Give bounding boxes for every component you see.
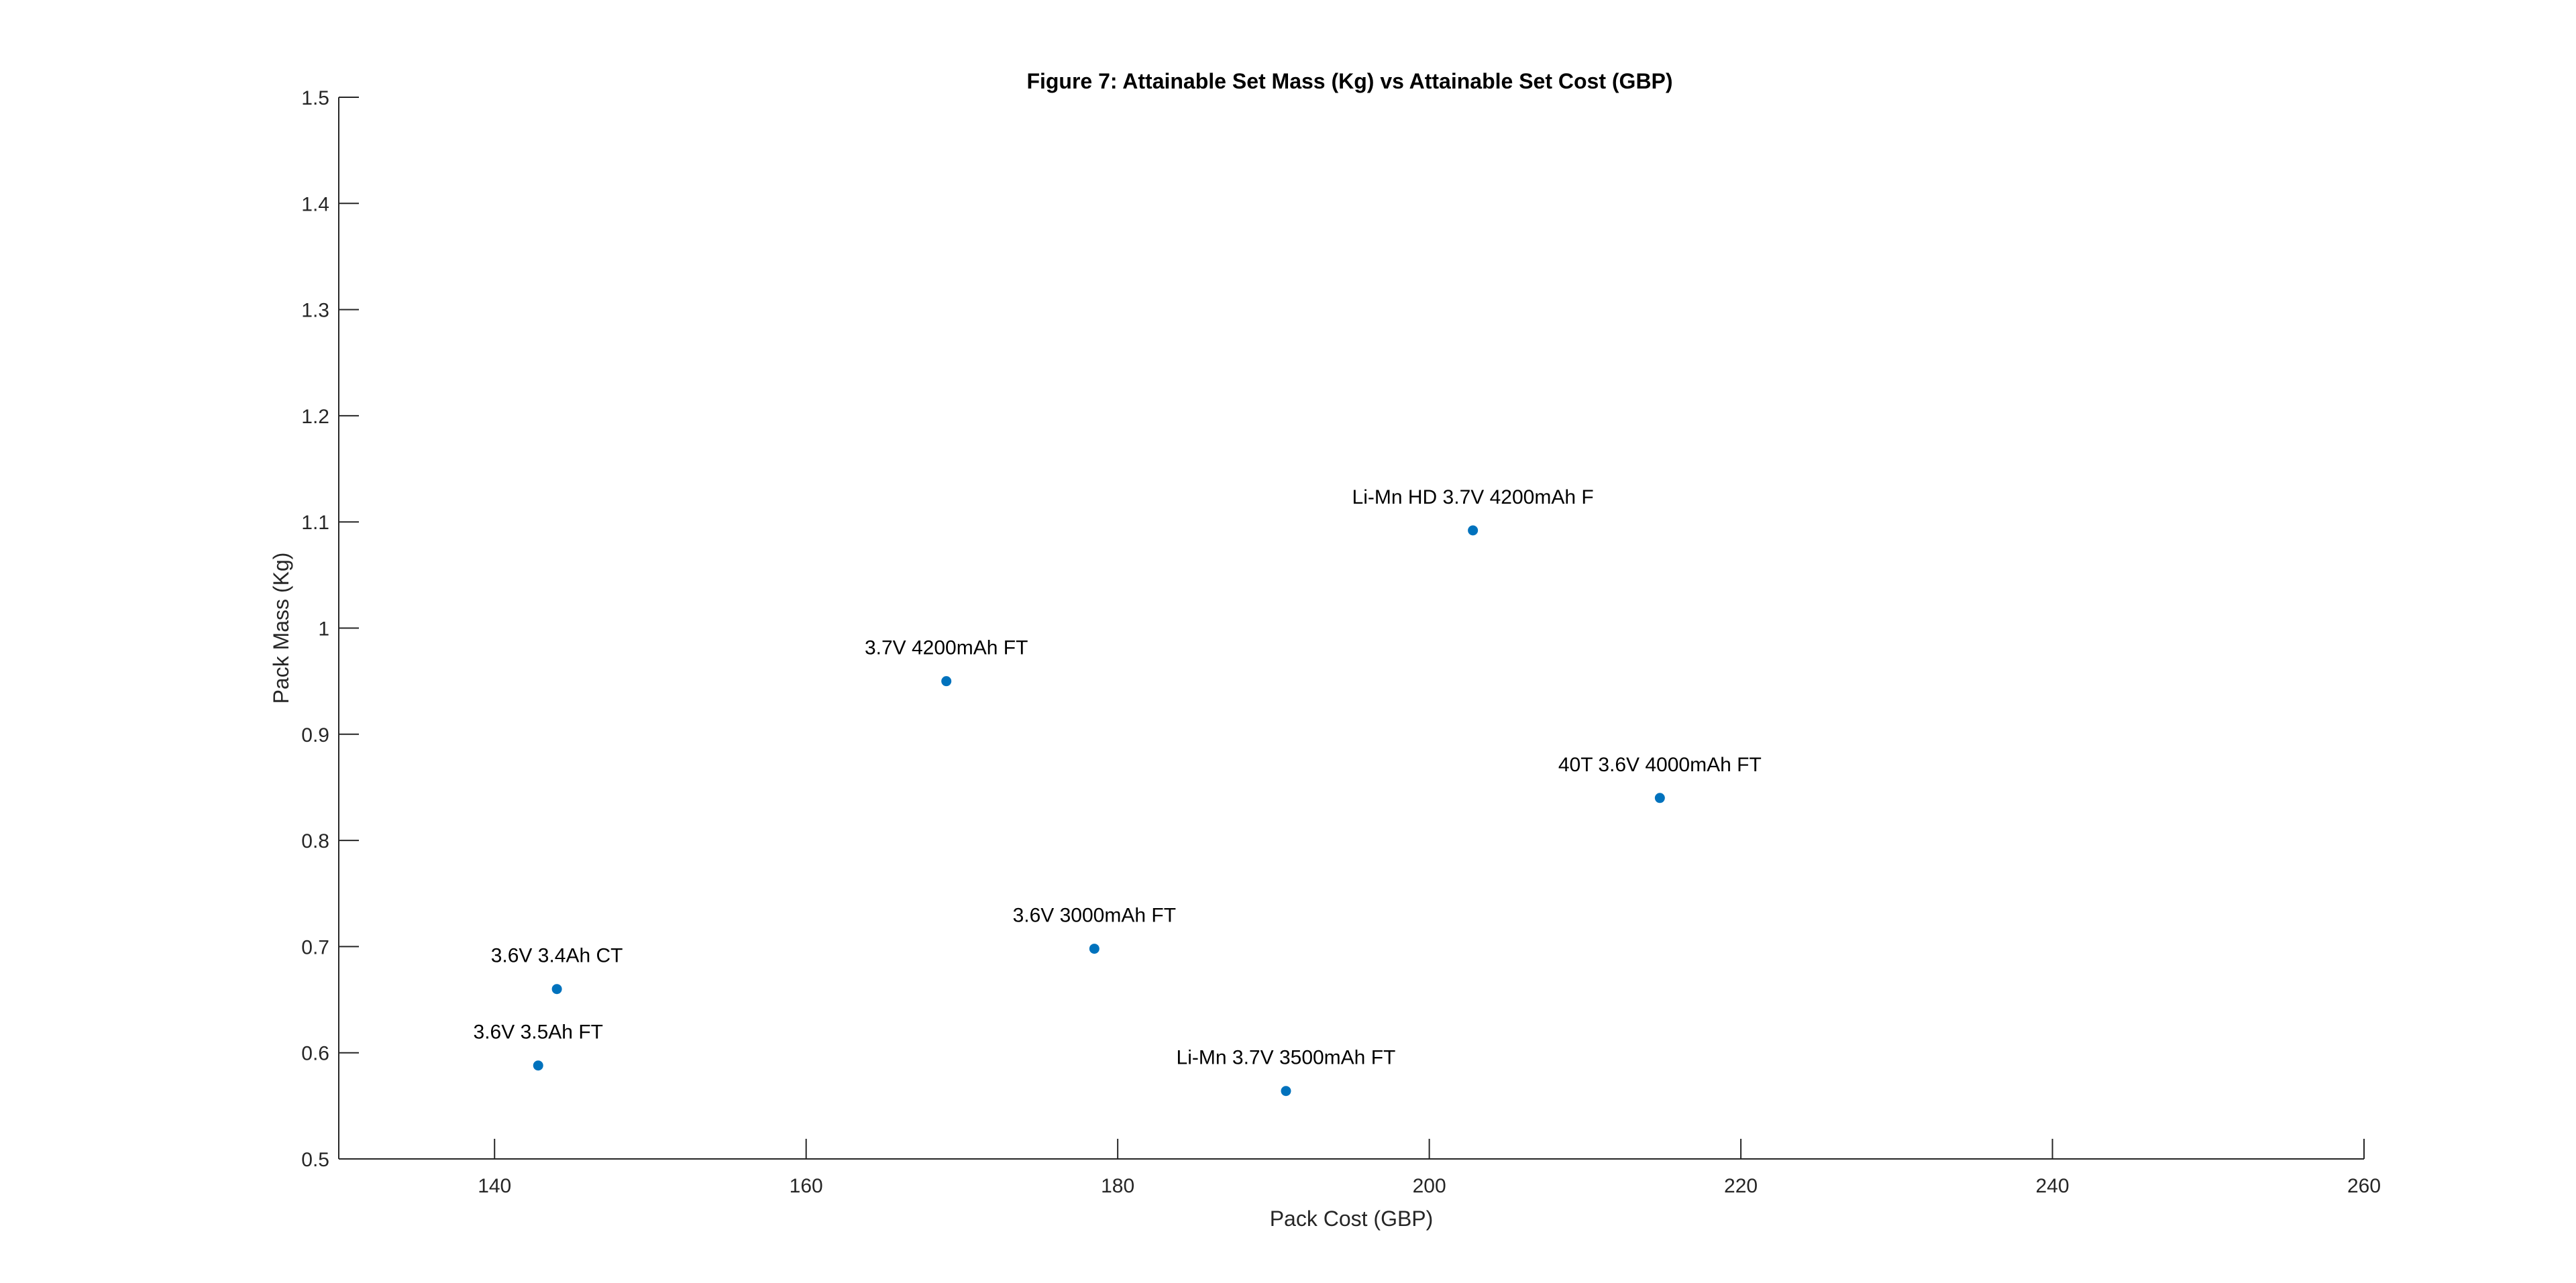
x-tick-label: 220 <box>1724 1175 1758 1197</box>
x-tick-label: 180 <box>1101 1175 1134 1197</box>
data-point-label: Li-Mn 3.7V 3500mAh FT <box>1177 1047 1396 1069</box>
data-point <box>1654 793 1665 803</box>
y-tick-label: 1.4 <box>301 193 329 215</box>
data-point <box>1089 944 1099 954</box>
x-tick-label: 260 <box>2347 1175 2381 1197</box>
x-axis-label: Pack Cost (GBP) <box>1270 1207 1434 1231</box>
y-tick-label: 0.9 <box>301 724 329 746</box>
data-point-label: 3.6V 3.4Ah CT <box>491 945 623 967</box>
y-tick-label: 1.1 <box>301 512 329 534</box>
data-point <box>533 1060 543 1071</box>
x-axis-ticks: 140 160 180 200 220 240 260 <box>478 1139 2381 1197</box>
y-axis-ticks: 0.5 0.6 0.7 0.8 0.9 1 1.1 1.2 1.3 1.4 1.5 <box>301 87 359 1171</box>
y-tick-label: 0.7 <box>301 936 329 958</box>
data-point-label: 3.6V 3.5Ah FT <box>474 1021 603 1044</box>
x-tick-label: 240 <box>2036 1175 2070 1197</box>
data-point <box>1281 1086 1291 1097</box>
data-point <box>941 676 952 687</box>
y-tick-label: 1.5 <box>301 87 329 109</box>
data-point-label: 3.6V 3000mAh FT <box>1013 905 1176 927</box>
data-points: 3.6V 3.5Ah FT 3.6V 3.4Ah CT 3.7V 4200mAh F… <box>474 486 1762 1097</box>
x-tick-label: 200 <box>1413 1175 1446 1197</box>
x-tick-label: 160 <box>790 1175 823 1197</box>
data-point-label: Li-Mn HD 3.7V 4200mAh F <box>1352 486 1594 508</box>
data-point-label: 3.7V 4200mAh FT <box>865 637 1028 659</box>
x-tick-label: 140 <box>478 1175 511 1197</box>
y-tick-label: 0.5 <box>301 1149 329 1171</box>
y-tick-label: 1.3 <box>301 300 329 322</box>
y-tick-label: 0.6 <box>301 1043 329 1065</box>
y-tick-label: 0.8 <box>301 830 329 852</box>
data-point <box>551 984 562 995</box>
data-point <box>1468 525 1479 536</box>
y-axis-label: Pack Mass (Kg) <box>269 553 293 704</box>
y-tick-label: 1 <box>318 618 329 640</box>
chart-title: Figure 7: Attainable Set Mass (Kg) vs At… <box>1026 69 1672 93</box>
data-point-label: 40T 3.6V 4000mAh FT <box>1558 754 1762 776</box>
y-tick-label: 1.2 <box>301 406 329 428</box>
